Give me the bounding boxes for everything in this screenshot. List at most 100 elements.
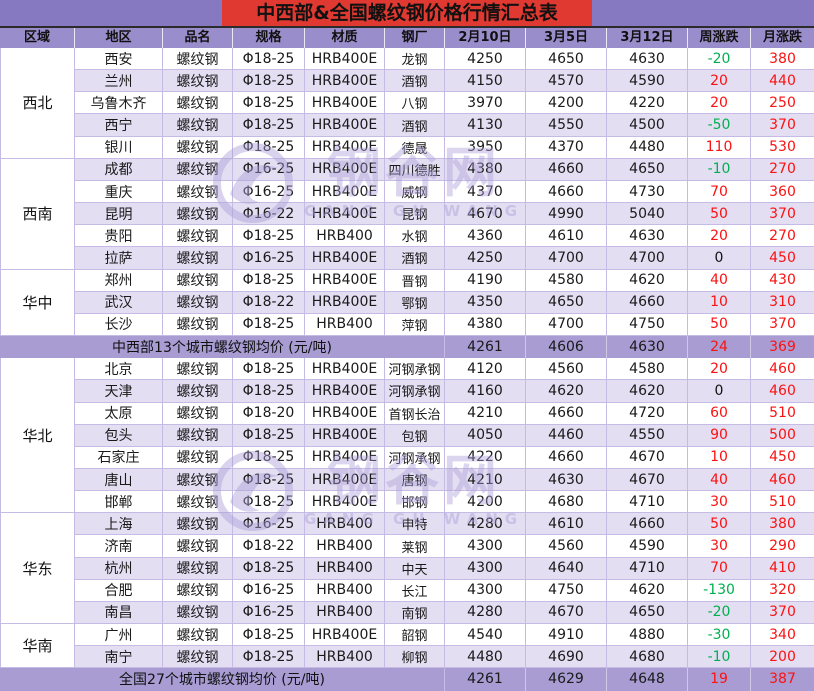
- price-cell: 4540: [445, 624, 526, 647]
- column-header: 3月12日: [607, 28, 688, 48]
- city-cell: 北京: [75, 358, 163, 381]
- summary-label: 中西部13个城市螺纹钢均价 (元/吨): [0, 336, 445, 359]
- week-change-cell: -20: [688, 48, 751, 71]
- price-cell: 4700: [607, 247, 688, 270]
- material-cell: HRB400E: [305, 291, 385, 314]
- region-label: 华北: [0, 358, 75, 514]
- week-change-cell: 30: [688, 535, 751, 558]
- city-cell: 上海: [75, 513, 163, 536]
- price-cell: 4150: [445, 70, 526, 93]
- city-cell: 西宁: [75, 114, 163, 137]
- mill-cell: 河钢承钢: [385, 380, 445, 403]
- price-cell: 4630: [607, 225, 688, 248]
- city-cell: 杭州: [75, 557, 163, 580]
- spec-cell: Φ18-22: [233, 291, 305, 314]
- product-cell: 螺纹钢: [163, 313, 233, 337]
- mill-cell: 昆钢: [385, 203, 445, 226]
- price-cell: 4120: [445, 358, 526, 381]
- city-cell: 邯郸: [75, 491, 163, 514]
- material-cell: HRB400: [305, 513, 385, 536]
- material-cell: HRB400E: [305, 380, 385, 403]
- month-change-cell: 369: [769, 339, 796, 356]
- month-change-cell: 380: [751, 513, 814, 536]
- product-cell: 螺纹钢: [163, 601, 233, 625]
- region-label: 华东: [0, 513, 75, 625]
- price-cell: 4350: [445, 291, 526, 314]
- price-cell: 4550: [526, 114, 607, 137]
- spec-cell: Φ16-25: [233, 601, 305, 625]
- price-cell: 4990: [526, 203, 607, 226]
- material-cell: HRB400E: [305, 247, 385, 270]
- week-change-cell: 70: [688, 180, 751, 204]
- week-change-cell: 0: [688, 380, 751, 403]
- price-cell: 4300: [445, 579, 526, 602]
- product-cell: 螺纹钢: [163, 513, 233, 536]
- price-cell: 4720: [607, 402, 688, 425]
- price-cell: 4670: [526, 601, 607, 625]
- price-cell: 4700: [526, 247, 607, 270]
- week-change-cell: 50: [688, 313, 751, 337]
- spec-cell: Φ18-25: [233, 446, 305, 469]
- table-row: 成都 螺纹钢 Φ16-25 HRB400E 四川德胜 4380 4660 4650 -10 270: [75, 158, 814, 181]
- table-row: 重庆 螺纹钢 Φ16-25 HRB400E 威钢 4370 4660 4730 70 360: [75, 180, 814, 204]
- price-cell: 3970: [445, 92, 526, 115]
- material-cell: HRB400: [305, 225, 385, 248]
- price-cell: 4680: [526, 491, 607, 514]
- price-cell: 4261: [445, 336, 526, 359]
- spec-cell: Φ18-25: [233, 136, 305, 159]
- column-header: 地区: [75, 28, 163, 48]
- week-change-cell: 90: [688, 424, 751, 447]
- city-cell: 西安: [75, 48, 163, 71]
- week-change-cell: 20: [688, 70, 751, 93]
- city-cell: 包头: [75, 424, 163, 447]
- spec-cell: Φ16-25: [233, 579, 305, 602]
- region-group: 华中 郑州 螺纹钢 Φ18-25 HRB400E 晋钢 4190 4580 4620 40 430 武…: [0, 269, 814, 337]
- price-cell: 4050: [445, 424, 526, 447]
- region-group: 华南 广州 螺纹钢 Φ18-25 HRB400E 韶钢 4540 4910 4880 -30 340…: [0, 624, 814, 669]
- month-change-cell: 460: [751, 358, 814, 381]
- month-change-cell: 340: [751, 624, 814, 647]
- region-group: 西南 成都 螺纹钢 Φ16-25 HRB400E 四川德胜 4380 4660 4650 -10 2…: [0, 158, 814, 270]
- price-cell: 4690: [526, 646, 607, 669]
- price-cell: 4220: [445, 446, 526, 469]
- month-change-cell: 270: [751, 225, 814, 248]
- material-cell: HRB400E: [305, 180, 385, 204]
- price-cell: 4480: [607, 136, 688, 159]
- price-cell: 4650: [526, 291, 607, 314]
- material-cell: HRB400: [305, 313, 385, 337]
- product-cell: 螺纹钢: [163, 180, 233, 204]
- spec-cell: Φ18-25: [233, 313, 305, 337]
- column-header: 2月10日: [445, 28, 526, 48]
- material-cell: HRB400: [305, 535, 385, 558]
- mill-cell: 申特: [385, 513, 445, 536]
- table-row: 邯郸 螺纹钢 Φ18-25 HRB400E 邯钢 4200 4680 4710 30 510: [75, 491, 814, 514]
- month-change-cell: 380: [751, 48, 814, 71]
- month-change-cell: 510: [751, 491, 814, 514]
- table-row: 武汉 螺纹钢 Φ18-22 HRB400E 鄂钢 4350 4650 4660 10 310: [75, 291, 814, 314]
- month-change-cell: 510: [751, 403, 814, 425]
- price-cell: 4250: [445, 247, 526, 270]
- mill-cell: 酒钢: [385, 247, 445, 270]
- material-cell: HRB400E: [305, 358, 385, 381]
- price-cell: 4190: [445, 269, 526, 292]
- product-cell: 螺纹钢: [163, 535, 233, 558]
- product-cell: 螺纹钢: [163, 424, 233, 447]
- price-cell: 4590: [607, 70, 688, 93]
- product-cell: 螺纹钢: [163, 247, 233, 270]
- week-change-cell: 10: [688, 446, 751, 469]
- city-cell: 济南: [75, 535, 163, 558]
- city-cell: 南昌: [75, 601, 163, 625]
- product-cell: 螺纹钢: [163, 579, 233, 602]
- price-cell: 4710: [607, 557, 688, 580]
- month-change-cell: 460: [751, 380, 814, 403]
- price-cell: 4650: [607, 158, 688, 181]
- price-cell: 4200: [526, 92, 607, 115]
- spec-cell: Φ16-25: [233, 158, 305, 181]
- week-change-cell: 40: [688, 269, 751, 292]
- mill-cell: 晋钢: [385, 269, 445, 292]
- price-cell: 4670: [607, 468, 688, 492]
- table-row: 银川 螺纹钢 Φ18-25 HRB400E 德晟 3950 4370 4480 110 530: [75, 136, 814, 159]
- week-change-cell: -30: [688, 624, 751, 647]
- price-cell: 4750: [607, 313, 688, 337]
- month-change-cell: 370: [751, 314, 814, 337]
